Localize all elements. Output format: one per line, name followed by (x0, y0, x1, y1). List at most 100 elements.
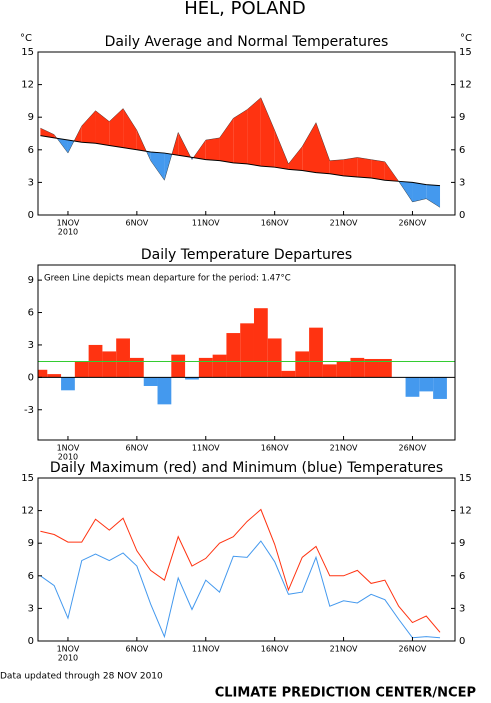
y-tick-label: 0 (459, 210, 465, 221)
bar (405, 377, 420, 397)
departure-fill (426, 184, 441, 208)
x-tick-label: 21NOV (330, 219, 358, 228)
y-tick-label: 0 (28, 210, 34, 221)
plot-area (40, 508, 441, 639)
y-tick-label: 0 (459, 636, 465, 647)
bar (116, 338, 130, 378)
x-tick-label: 21NOV (330, 444, 358, 453)
departure-fill (260, 97, 275, 168)
y-unit: °C (20, 33, 32, 44)
x-tick-label: 16NOV (261, 444, 289, 453)
y-tick-label: 12 (21, 80, 34, 91)
x-tick-label: 16NOV (261, 219, 289, 228)
y-tick-label: 9 (459, 538, 465, 549)
plot-frame (37, 51, 456, 216)
bar (295, 351, 310, 378)
x-sublabel: 2010 (58, 453, 78, 462)
departure-fill (40, 128, 55, 138)
y-tick-label: 12 (459, 506, 472, 517)
normal-line (40, 135, 441, 187)
chart-title: Daily Average and Normal Temperatures (105, 34, 389, 50)
departure-fill (274, 130, 289, 170)
y-tick-label: 12 (21, 506, 34, 517)
y-tick-label: 0 (28, 636, 34, 647)
departure-fill (219, 118, 234, 163)
x-tick-label: 26NOV (399, 219, 427, 228)
y-tick-label: 6 (28, 145, 34, 156)
bar (364, 358, 379, 378)
y-tick-label: 6 (28, 308, 34, 319)
temperature-line (40, 508, 441, 633)
bar (350, 357, 365, 378)
departure-fill (288, 146, 303, 171)
plot-frame (37, 477, 456, 642)
x-tick-label: 1NOV (57, 219, 80, 228)
departure-fill (412, 182, 427, 202)
bar (309, 327, 323, 378)
average-line (40, 97, 441, 208)
x-tick-label: 1NOV (57, 444, 80, 453)
x-tick-label: 21NOV (330, 645, 358, 654)
y-tick-label: 9 (28, 538, 34, 549)
y-tick-label: 15 (21, 473, 34, 484)
x-tick-label: 26NOV (399, 645, 427, 654)
x-tick-label: 26NOV (399, 444, 427, 453)
y-tick-label: 9 (28, 112, 34, 123)
chart-title: Daily Maximum (red) and Minimum (blue) T… (50, 460, 443, 476)
x-sublabel: 2010 (58, 654, 78, 663)
y-tick-label: 9 (459, 112, 465, 123)
departure-fill (205, 137, 220, 161)
bar (433, 377, 447, 399)
plot-frame (37, 264, 456, 441)
x-tick-label: 6NOV (126, 444, 149, 453)
bar (143, 377, 158, 386)
y-tick-label: 3 (459, 603, 465, 614)
y-tick-label: 6 (459, 145, 465, 156)
departure-fill (371, 159, 385, 181)
chart-title: Daily Temperature Departures (141, 247, 352, 263)
x-tick-label: 6NOV (126, 645, 149, 654)
bar (102, 351, 117, 378)
bar (419, 377, 434, 392)
x-tick-label: 11NOV (192, 645, 220, 654)
bar (47, 374, 62, 378)
bar (171, 354, 186, 378)
bar (185, 377, 199, 380)
y-tick-label: 3 (28, 603, 34, 614)
departure-fill (357, 157, 372, 179)
update-note: Data updated through 28 NOV 2010 (0, 672, 163, 682)
departure-fill (123, 108, 137, 150)
bar (74, 361, 89, 378)
x-tick-label: 11NOV (192, 444, 220, 453)
bar (253, 308, 268, 378)
departure-fill (343, 157, 358, 177)
departure-fill (109, 108, 124, 148)
bar (61, 377, 75, 391)
temperature-line (40, 540, 441, 639)
bar (212, 354, 227, 378)
departure-fill (247, 97, 261, 167)
y-tick-label: 3 (28, 177, 34, 188)
departure-fill (302, 122, 316, 173)
page-title: HEL, POLAND (184, 0, 305, 19)
departure-fill (329, 159, 344, 176)
bar (157, 377, 172, 405)
x-sublabel: 2010 (58, 228, 78, 237)
y-tick-label: 6 (459, 571, 465, 582)
x-tick-label: 1NOV (57, 645, 80, 654)
y-tick-label: 0 (28, 372, 34, 383)
y-tick-label: -3 (24, 405, 34, 416)
departure-fill (233, 109, 248, 164)
y-tick-label: 3 (459, 177, 465, 188)
bar (267, 338, 282, 378)
departure-fill (316, 122, 330, 174)
bar (322, 364, 337, 378)
x-tick-label: 16NOV (261, 645, 289, 654)
departure-fill (95, 110, 110, 146)
y-tick-label: 9 (28, 275, 34, 286)
x-tick-label: 6NOV (126, 219, 149, 228)
bar (226, 333, 241, 378)
y-tick-label: 3 (28, 340, 34, 351)
departure-fill (150, 151, 165, 181)
